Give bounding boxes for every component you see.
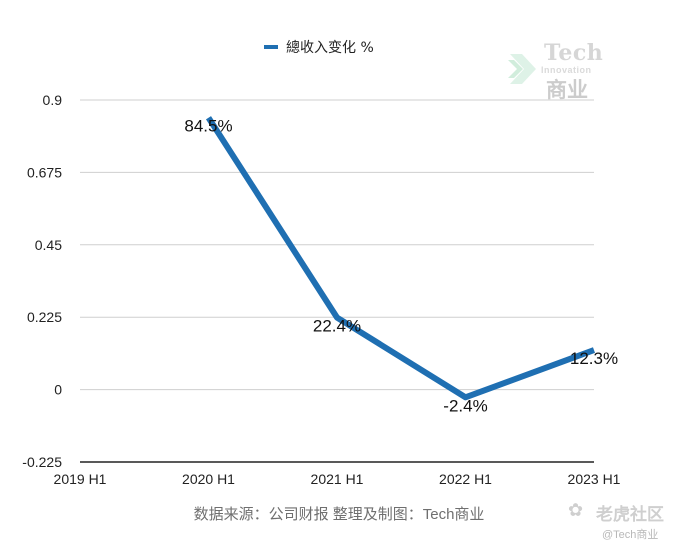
data-label: 84.5% <box>184 117 232 136</box>
data-label: 12.3% <box>570 349 618 368</box>
series-line <box>205 116 596 401</box>
legend: 總收入变化 % <box>264 39 374 56</box>
x-tick-label: 2022 H1 <box>439 471 492 487</box>
x-tick-label: 2020 H1 <box>182 471 235 487</box>
source-caption: 数据来源：公司财报 整理及制图：Tech商业 <box>193 506 485 523</box>
corner-watermark: ✿ 老虎社区 @Tech商业 <box>568 500 673 546</box>
y-axis-ticks: -0.225 0 0.225 0.45 0.675 0.9 <box>22 92 62 470</box>
watermark-brand-text: 商业 <box>546 78 588 102</box>
data-labels: 84.5% 22.4% -2.4% 12.3% <box>184 117 618 416</box>
y-tick-label: 0.675 <box>27 164 62 180</box>
chevron-logo-icon <box>508 54 536 84</box>
y-tick-label: 0 <box>54 382 62 398</box>
x-tick-label: 2023 H1 <box>568 471 621 487</box>
tech-logo-watermark: Tech Innovation 商业 <box>508 38 608 104</box>
y-tick-label: 0.225 <box>27 309 62 325</box>
gridlines <box>80 99 594 463</box>
tiger-logo-icon: ✿ <box>568 500 584 520</box>
y-tick-label: 0.9 <box>43 92 63 108</box>
legend-label: 總收入变化 % <box>286 39 374 56</box>
y-tick-label: 0.45 <box>35 237 62 253</box>
community-name: 老虎社区 <box>596 505 664 524</box>
watermark-handle: @Tech商业 <box>602 529 659 541</box>
x-tick-label: 2019 H1 <box>54 471 107 487</box>
x-axis-ticks: 2019 H1 2020 H1 2021 H1 2022 H1 2023 H1 <box>54 471 621 487</box>
data-label: -2.4% <box>443 396 487 415</box>
series-lines <box>205 116 596 401</box>
data-label: 22.4% <box>313 317 361 336</box>
watermark-tech-text: Tech <box>544 40 604 66</box>
watermark-innovation-text: Innovation <box>541 65 592 75</box>
x-tick-label: 2021 H1 <box>311 471 364 487</box>
y-tick-label: -0.225 <box>22 454 62 470</box>
